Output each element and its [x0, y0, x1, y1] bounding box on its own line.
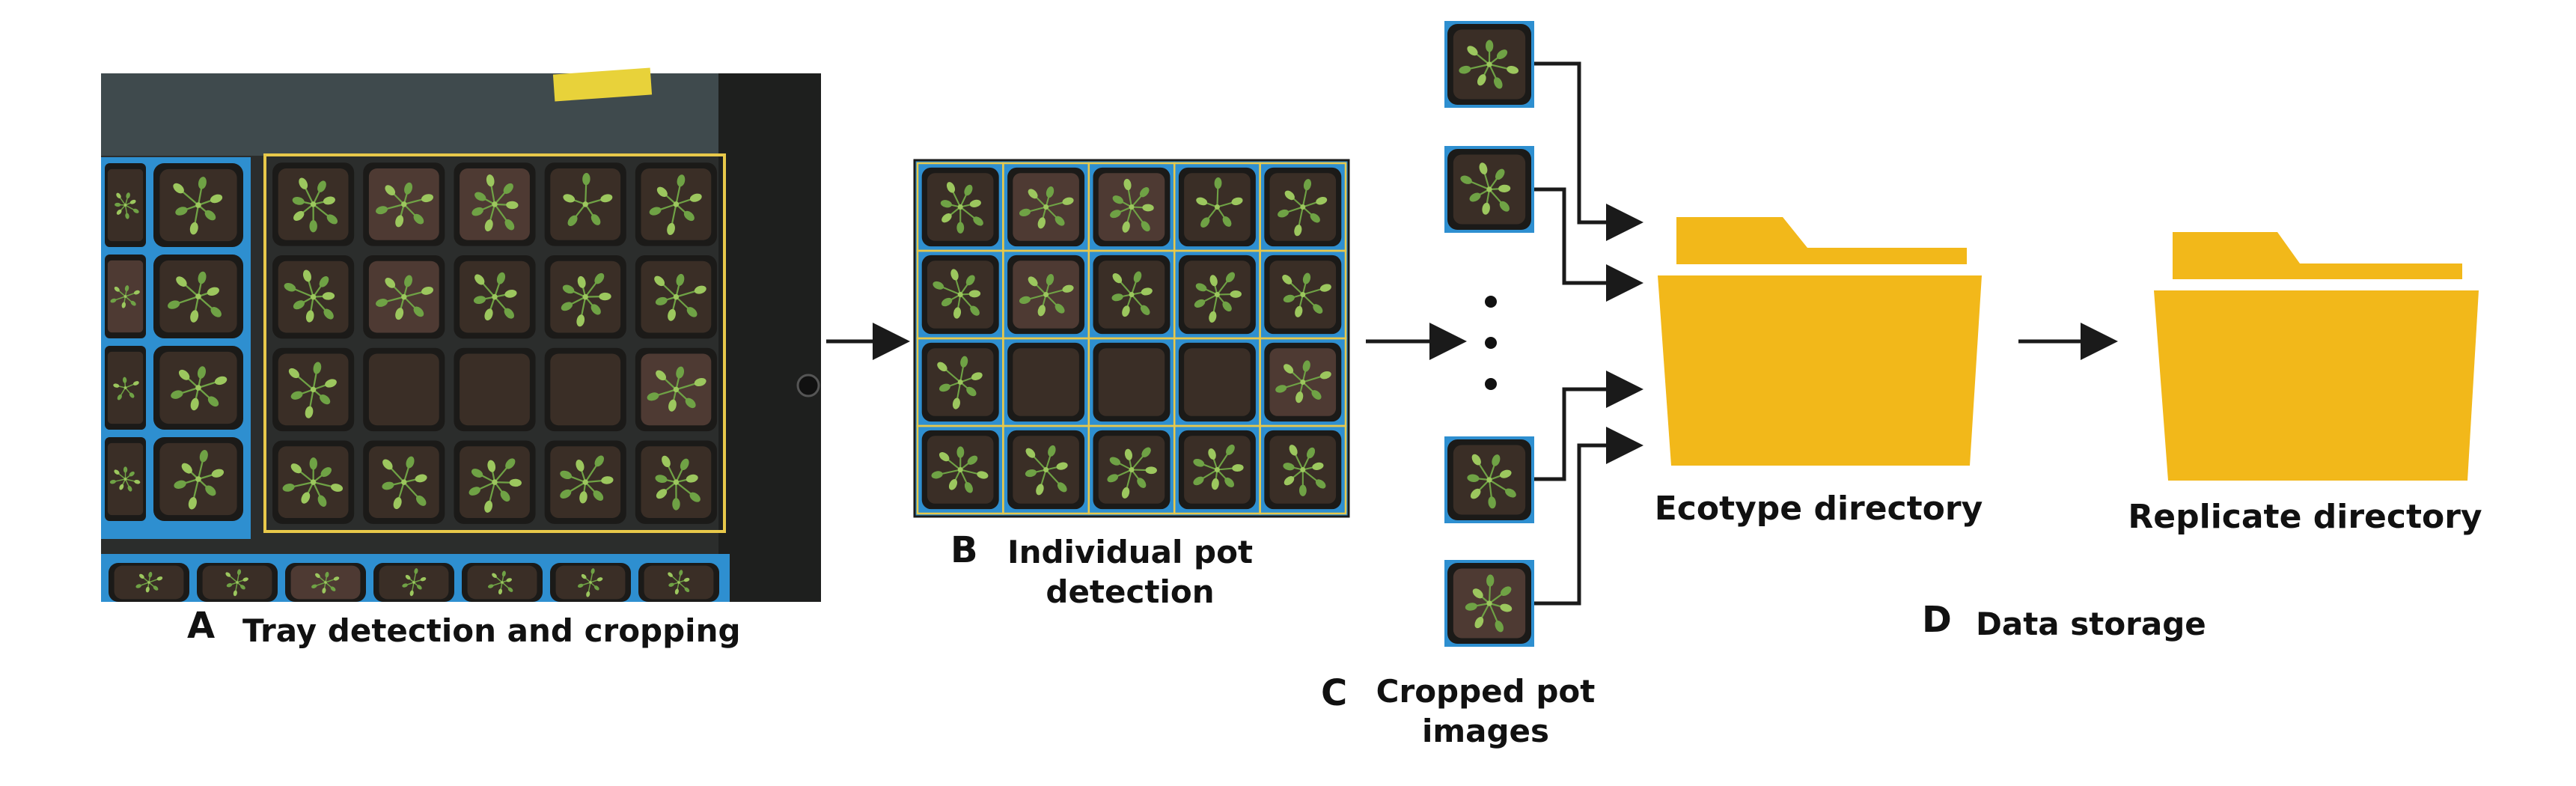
panel-b-caption-line2: detection [995, 573, 1265, 612]
replicate-directory-label: Replicate directory [2096, 496, 2515, 537]
ecotype-directory-label: Ecotype directory [1609, 488, 2028, 529]
panel-b-caption-line1: Individual pot [995, 533, 1265, 573]
panel-a-letter: A [187, 605, 215, 647]
panel-c-letter: C [1321, 672, 1347, 714]
panel-a-caption: Tray detection and cropping [242, 612, 741, 651]
panel-b-letter: B [950, 529, 978, 571]
replicate-folder-icon [2154, 232, 2479, 481]
panel-c-caption: Cropped pot images [1362, 672, 1609, 751]
panel-d-letter: D [1922, 599, 1952, 641]
ecotype-folder-icon [1658, 217, 1982, 466]
panel-c-caption-line1: Cropped pot [1362, 672, 1609, 712]
pot-detection-image [915, 160, 1349, 517]
panel-c-caption-line2: images [1362, 712, 1609, 752]
panel-d-caption: Data storage [1976, 605, 2206, 645]
tray-photo [101, 68, 821, 602]
panel-b-caption: Individual pot detection [995, 533, 1265, 612]
cropped-pot-thumbnails [1444, 21, 1534, 647]
ellipsis-icon [1485, 296, 1497, 390]
